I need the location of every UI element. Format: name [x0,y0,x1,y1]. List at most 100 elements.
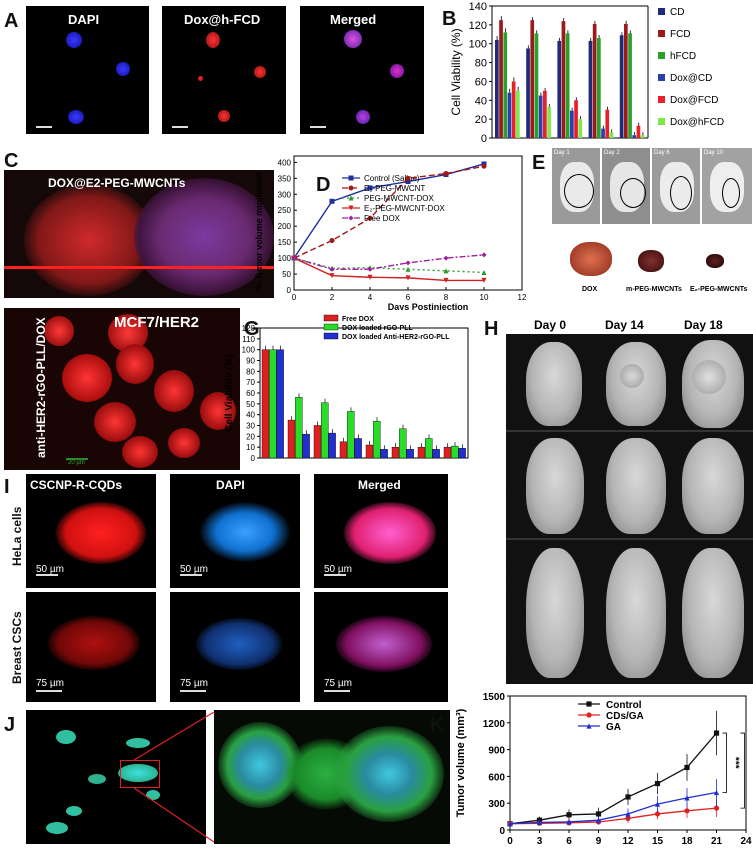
merged-image: Merged [300,6,424,134]
y-tick-label: 0 [251,454,256,463]
scale-bar [324,574,346,576]
excised-tumors: DOX m-PEG-MWCNTs E₂-PEG-MWCNTs [552,238,752,304]
x-tick-label: 10 [480,293,489,302]
h-day-0: Day 0 [534,318,567,332]
day-label: Day 6 [654,150,670,156]
series-line [509,791,717,825]
bar [328,432,336,459]
data-point [405,260,411,266]
data-point [625,794,631,800]
y-tick-label: 20 [246,432,255,441]
y-tick-label: 300 [488,799,505,810]
x-tick-label: 8 [444,293,449,302]
legend-swatch [323,332,339,340]
legend-swatch [658,8,665,15]
dox-hfcd-image: Dox@h-FCD [162,6,286,134]
data-point [367,185,373,191]
scale-text: 75 µm [180,678,208,689]
panel-c-title: DOX@E2-PEG-MWCNTs [48,176,186,190]
panel-letter-i: I [4,476,10,498]
bar [313,425,322,459]
data-point [481,163,487,169]
bar [526,48,530,138]
x-tick-label: 2 [330,293,335,302]
h-row-saline: Saline [504,358,518,394]
tumor-label: m-PEG-MWCNTs [626,286,682,293]
zoom-lines [133,711,215,843]
y-axis-label: Tumor volume (mm³) [455,708,467,817]
panel-f-side-label: anti-HER2-rGO-PLL/DOX [34,317,48,458]
series-line [293,254,485,270]
data-point [348,185,354,191]
scale-bar [66,458,88,460]
bar [399,428,407,459]
legend-swatch [658,118,665,125]
scale-text: 50 µm [36,564,64,575]
y-tick-label: 10 [246,443,255,452]
series-line [293,165,485,259]
legend-label: Dox@hFCD [670,117,724,128]
h-day-18: Day 18 [684,318,723,332]
bar [287,419,296,459]
scale-bar [324,690,350,692]
scale-text: 50 µm [324,564,352,575]
data-point [405,275,411,281]
bar [632,135,637,138]
legend-swatch [323,323,339,331]
tumor [692,360,726,394]
bar [380,449,388,459]
mouse [606,548,666,678]
mouse [682,548,744,678]
data-point [329,273,335,279]
cqds-hela-image: CSCNP-R-CQDs 50 µm [26,474,156,588]
bar [432,449,440,459]
scale-bar [310,126,326,128]
mouse-day-strip: Day 1 Day 2 Day 6 Day 10 [552,148,752,224]
data-point [595,811,602,817]
bar [443,446,452,459]
bar [302,433,310,459]
panel-letter-k: K [430,714,445,736]
bar [354,438,362,459]
x-tick-label: 6 [406,293,411,302]
y-tick-label: 200 [278,222,292,231]
y-tick-label: 1200 [483,719,506,730]
bar [406,449,414,459]
legend-swatch [658,30,665,37]
bar [530,20,535,139]
tumor-e2-peg [706,254,724,268]
data-point [291,255,297,261]
legend-label: Control (Saline) [364,174,420,183]
y-tick-label: 50 [282,270,291,279]
x-axis-label: Days Postinjection [388,302,469,310]
y-tick-label: 20 [475,114,487,126]
scale-bar [36,690,62,692]
data-point [507,821,513,827]
y-tick-label: 100 [469,39,487,51]
panel-letter-e: E [532,152,546,174]
dapi-hela-image: DAPI 50 µm [170,474,300,588]
y-tick-label: 80 [475,58,487,70]
legend-label: Free DOX [342,316,374,323]
x-tick-label: 21 [711,836,723,847]
data-point [713,730,720,736]
data-point [713,789,720,796]
chart-b: 0 20 40 60 80 100 120 140 Cell Viability (%) CD FC… [449,1,724,142]
data-point [481,277,487,283]
y-tick-label: 100 [242,346,256,355]
y-tick-label: 60 [246,389,255,398]
series-line [293,257,485,274]
scale-bar [180,690,206,692]
bar [507,92,512,138]
merged-label: Merged [330,12,377,27]
data-point [443,268,449,274]
bar [417,446,426,459]
x-tick-label: 15 [652,836,664,847]
y-axis-label: % Tumor volume minimized [254,172,264,290]
bar [534,33,539,138]
legend-label: PEG-MWCNT-DOX [364,194,434,203]
scale-bar [36,574,58,576]
bar [574,100,578,138]
legend-label: E₂-PEG-MWCNT [364,184,425,193]
